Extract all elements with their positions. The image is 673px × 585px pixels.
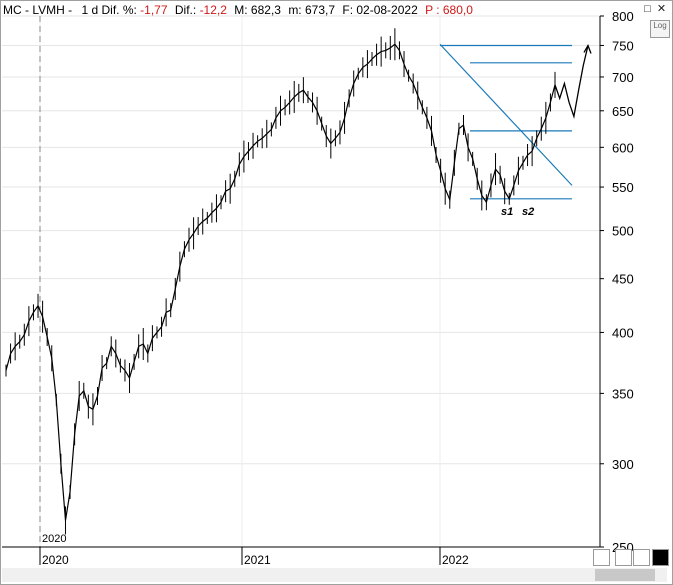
y-tick-label: 800 <box>612 9 634 24</box>
dif-value: -12,2 <box>199 3 227 17</box>
color-swatch-white[interactable] <box>633 549 650 566</box>
trend-lines <box>439 43 573 200</box>
horizontal-scrollbar[interactable] <box>2 568 667 582</box>
s2-label: s2 <box>522 206 534 218</box>
x-tick-label: 2020 <box>42 553 69 567</box>
scrollbar-thumb[interactable] <box>595 569 655 581</box>
x-tick-label: 2021 <box>244 553 271 567</box>
min-value: m: 673,7 <box>288 3 336 17</box>
x-axis: 2020 2021 2022 2020 <box>39 533 469 567</box>
scroll-end-button[interactable] <box>593 549 610 566</box>
price-value: P : 680,0 <box>425 3 473 17</box>
color-swatch-black[interactable] <box>652 549 669 566</box>
x-tick-label: 2022 <box>442 553 469 567</box>
date-value: F: 02-08-2022 <box>342 3 418 17</box>
y-tick-label: 600 <box>612 140 634 155</box>
chart-annotations: s1 s2 <box>501 206 534 218</box>
y-tick-label: 750 <box>612 38 634 53</box>
y-tick-label: 350 <box>612 386 634 401</box>
s1-label: s1 <box>501 206 513 218</box>
price-series <box>5 28 592 535</box>
chart-header: MC - LVMH - 1 d Dif. %: -1,77 Dif.: -12,… <box>3 3 473 17</box>
dif-pct-value: -1,77 <box>140 3 168 17</box>
symbol-label: MC - LVMH - <box>3 3 73 17</box>
log-scale-button[interactable]: Log <box>650 20 670 38</box>
downtrend-line <box>439 43 573 186</box>
interval-label: 1 d <box>81 3 99 17</box>
log-label: Log <box>653 21 667 30</box>
cursor-year-label: 2020 <box>42 533 66 545</box>
max-value: M: 682,3 <box>234 3 281 17</box>
grid-lines <box>2 15 600 548</box>
y-tick-label: 550 <box>612 180 634 195</box>
y-tick-label: 650 <box>612 104 634 119</box>
forecast-arrow <box>583 43 592 54</box>
y-tick-label: 500 <box>612 224 634 239</box>
y-tick-label: 450 <box>612 272 634 287</box>
y-tick-label: 400 <box>612 325 634 340</box>
save-icon[interactable] <box>615 549 632 566</box>
forecast-line <box>554 45 589 119</box>
y-tick-label: 300 <box>612 457 634 472</box>
dif-pct-label: Dif. %: <box>101 3 137 17</box>
maximize-button[interactable]: □ <box>644 3 651 15</box>
close-button[interactable]: ✕ <box>656 3 667 15</box>
dif-label: Dif.: <box>174 3 197 17</box>
y-tick-label: 700 <box>612 70 634 85</box>
